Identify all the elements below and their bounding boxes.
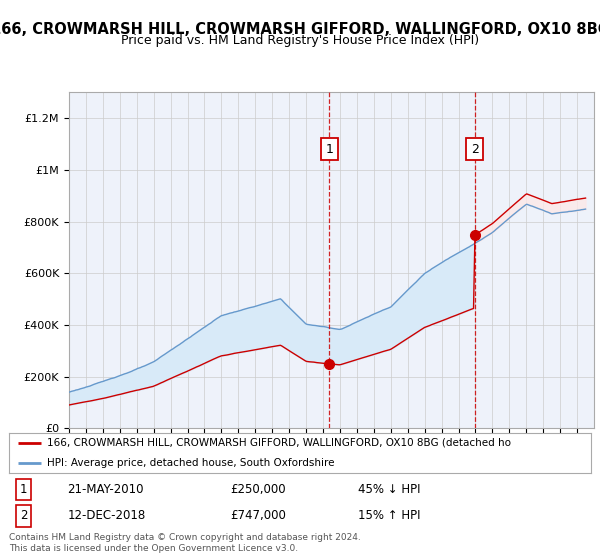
Text: 1: 1 [326,143,334,156]
Text: 2: 2 [470,143,479,156]
Text: 21-MAY-2010: 21-MAY-2010 [67,483,144,496]
Text: 166, CROWMARSH HILL, CROWMARSH GIFFORD, WALLINGFORD, OX10 8BG: 166, CROWMARSH HILL, CROWMARSH GIFFORD, … [0,22,600,38]
Text: HPI: Average price, detached house, South Oxfordshire: HPI: Average price, detached house, Sout… [47,458,334,468]
Text: 2: 2 [20,510,28,522]
Text: £747,000: £747,000 [230,510,286,522]
Text: Price paid vs. HM Land Registry's House Price Index (HPI): Price paid vs. HM Land Registry's House … [121,34,479,46]
Text: 45% ↓ HPI: 45% ↓ HPI [358,483,421,496]
Text: 12-DEC-2018: 12-DEC-2018 [67,510,145,522]
Text: £250,000: £250,000 [230,483,286,496]
Text: Contains HM Land Registry data © Crown copyright and database right 2024.
This d: Contains HM Land Registry data © Crown c… [9,533,361,553]
Text: 166, CROWMARSH HILL, CROWMARSH GIFFORD, WALLINGFORD, OX10 8BG (detached ho: 166, CROWMARSH HILL, CROWMARSH GIFFORD, … [47,438,511,448]
Text: 1: 1 [20,483,28,496]
Text: 15% ↑ HPI: 15% ↑ HPI [358,510,421,522]
